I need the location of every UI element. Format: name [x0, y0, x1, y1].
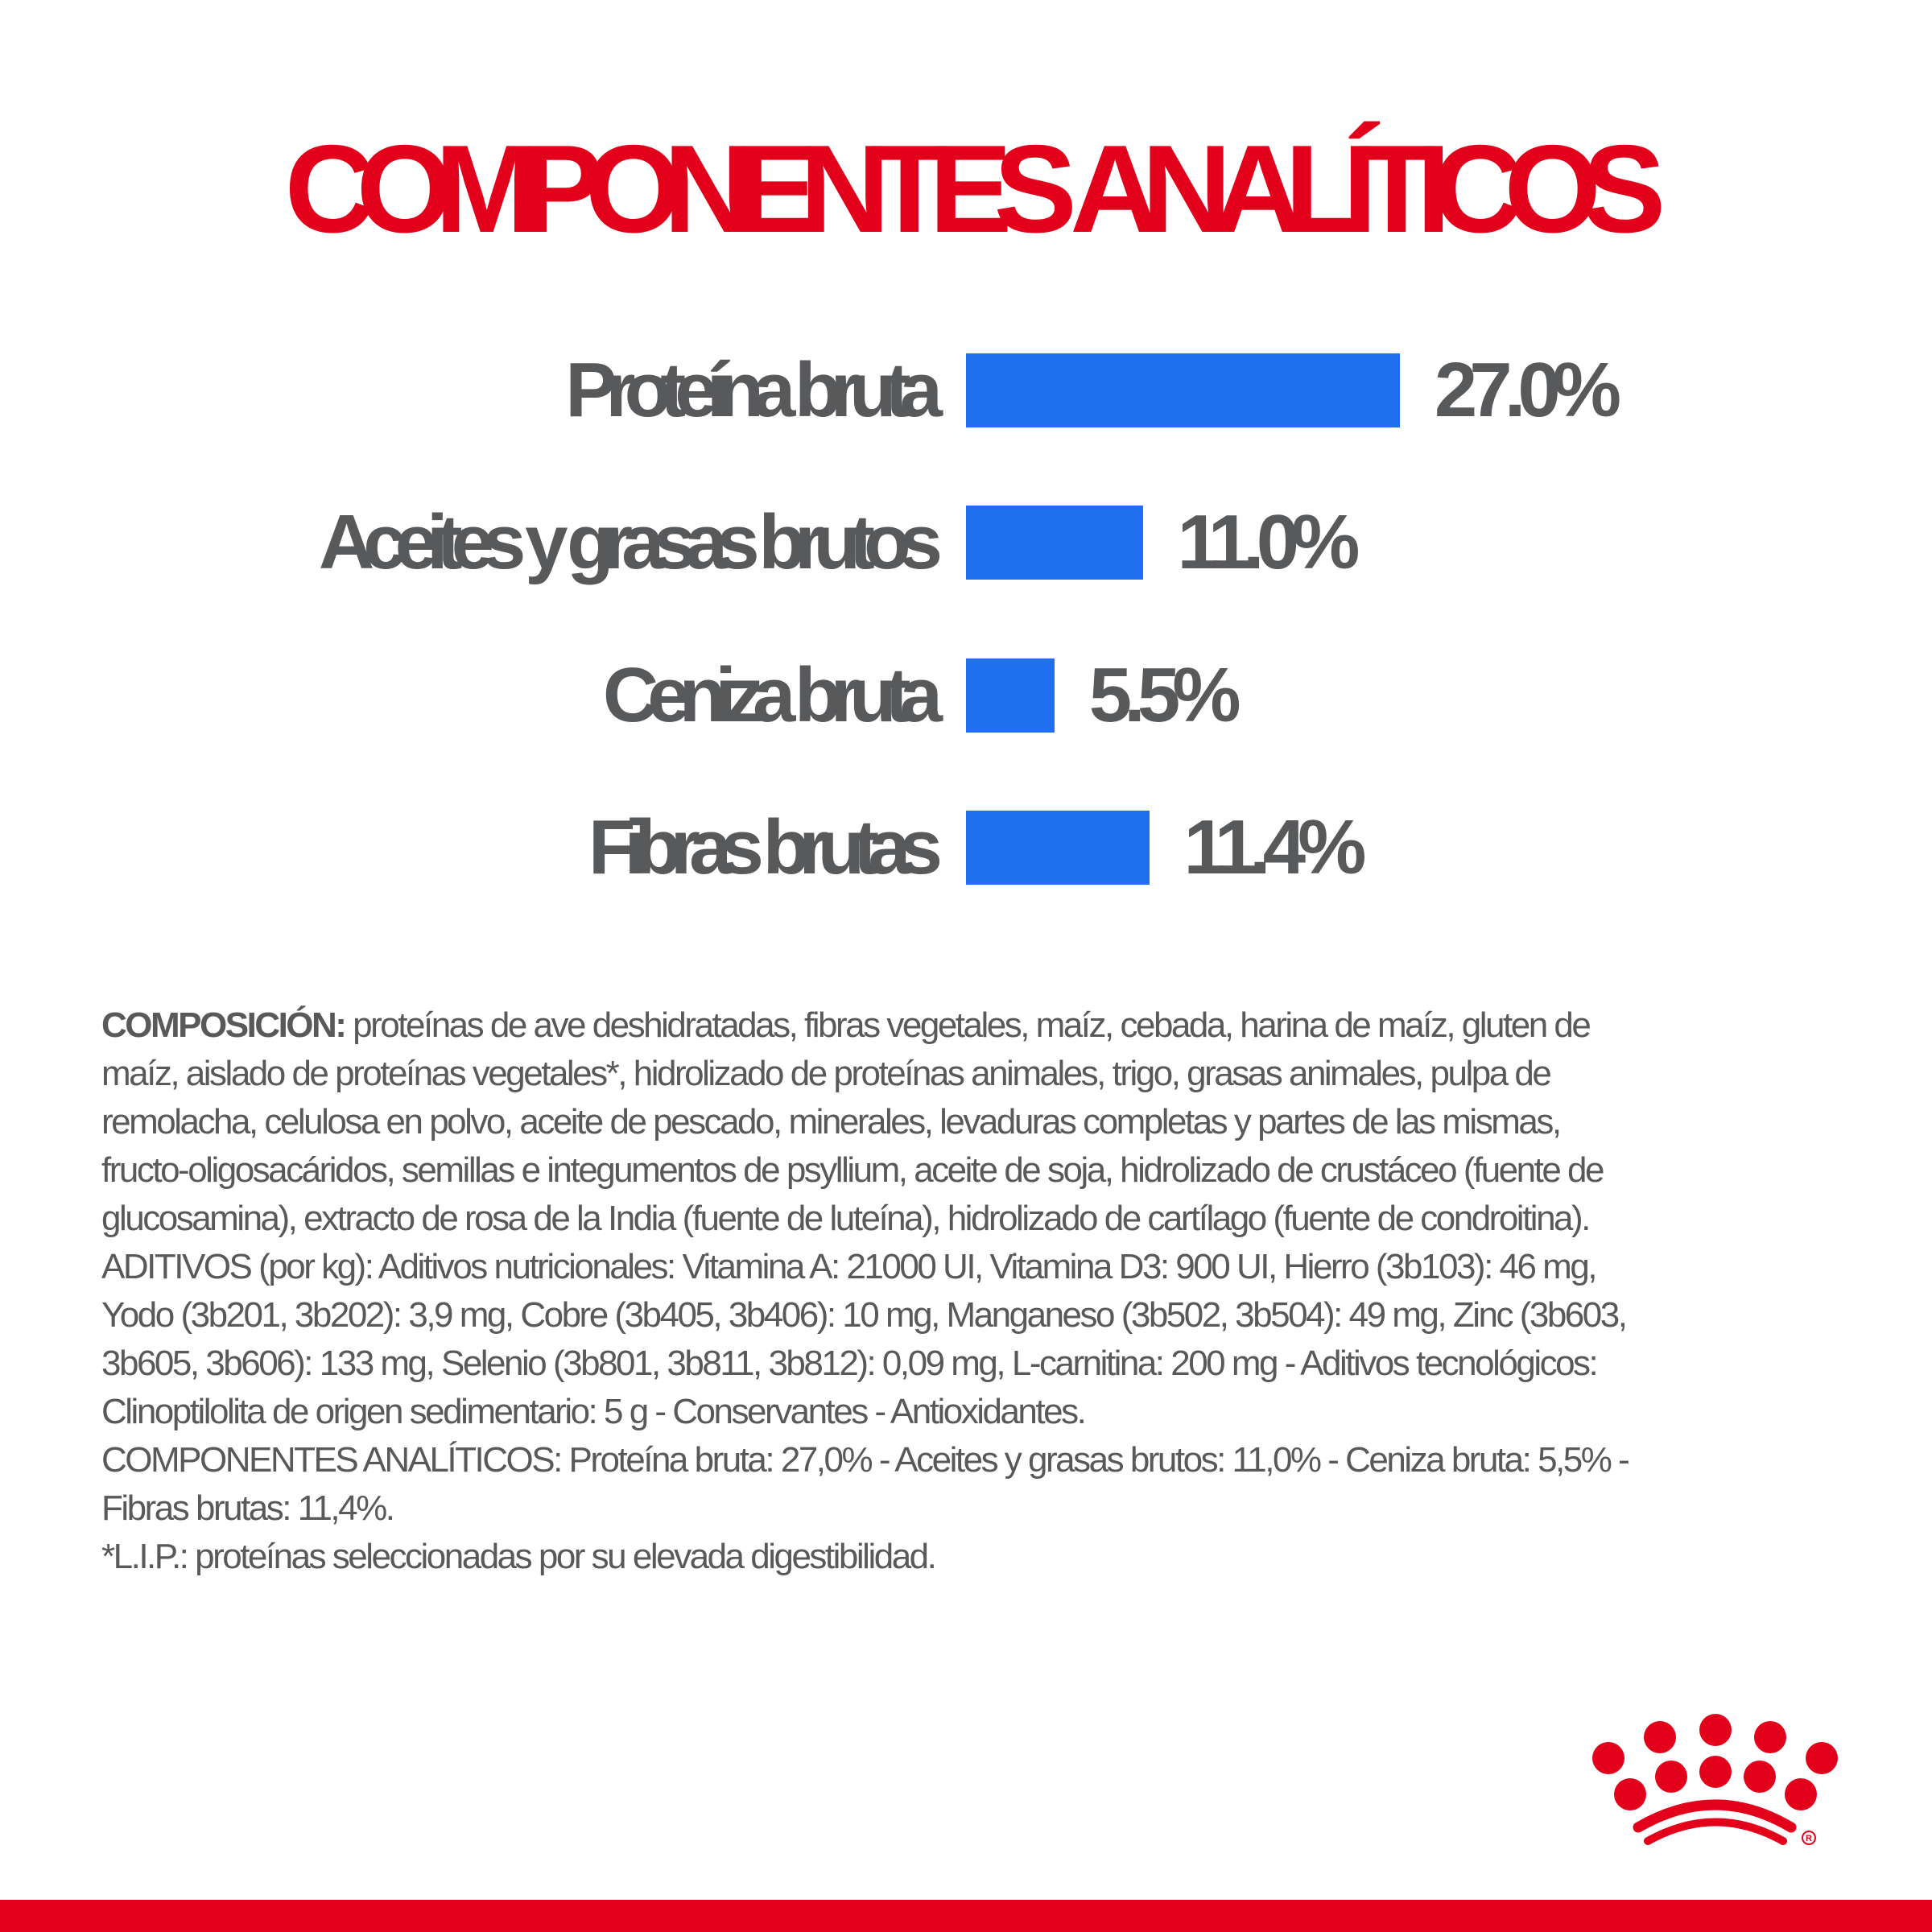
composition-line: 3b605, 3b606): 133 mg, Selenio (3b801, 3…: [101, 1340, 1872, 1388]
page-title-text: COMPONENTES ANALÍTICOS: [284, 119, 1666, 258]
composition-heading: COMPOSICIÓN:: [101, 1005, 347, 1045]
composition-line: COMPOSICIÓN: proteínas de ave deshidrata…: [101, 1001, 1872, 1050]
composition-line-text: Fibras brutas: 11,4%.: [101, 1488, 395, 1528]
composition-line-text: remolacha, celulosa en polvo, aceite de …: [101, 1102, 1562, 1141]
data-label: 5.5%: [1088, 651, 1241, 738]
category-label: Ceniza bruta: [602, 651, 943, 738]
composition-line: Fibras brutas: 11,4%.: [101, 1484, 1872, 1533]
bar: [966, 353, 1400, 427]
composition-line: *L.I.P.: proteínas seleccionadas por su …: [101, 1533, 1872, 1581]
composition-line-text: Yodo (3b201, 3b202): 3,9 mg, Cobre (3b40…: [101, 1295, 1628, 1335]
composition-line: maíz, aislado de proteínas vegetales*, h…: [101, 1050, 1872, 1098]
composition-line-text: Clinoptilolita de origen sedimentario: 5…: [101, 1392, 1087, 1431]
composition-line: fructo-oligosacáridos, semillas e integu…: [101, 1146, 1872, 1195]
data-label: 11.0%: [1177, 499, 1360, 586]
composition-line-text: 3b605, 3b606): 133 mg, Selenio (3b801, 3…: [101, 1344, 1599, 1383]
composition-text: COMPOSICIÓN: proteínas de ave deshidrata…: [101, 1001, 1872, 1581]
composition-line-text: ADITIVOS (por kg): Aditivos nutricionale…: [101, 1247, 1598, 1286]
composition-line-text: proteínas de ave deshidratadas, fibras v…: [345, 1005, 1591, 1045]
category-label: Aceites y grasas brutos: [318, 499, 943, 586]
data-label: 11.4%: [1183, 803, 1367, 890]
category-label: Proteína bruta: [565, 347, 943, 433]
bar: [966, 658, 1055, 733]
page-title: COMPONENTES ANALÍTICOS: [0, 121, 1932, 258]
composition-line: Clinoptilolita de origen sedimentario: 5…: [101, 1388, 1872, 1436]
composition-line: remolacha, celulosa en polvo, aceite de …: [101, 1098, 1872, 1146]
data-label: 27.0%: [1434, 347, 1621, 433]
bar-chart: Proteína bruta 27.0% Aceites y grasas brut…: [318, 347, 1621, 890]
footer-brand-band: [0, 1900, 1932, 1932]
composition-line: Yodo (3b201, 3b202): 3,9 mg, Cobre (3b40…: [101, 1291, 1872, 1340]
composition-line: ADITIVOS (por kg): Aditivos nutricionale…: [101, 1243, 1872, 1291]
composition-line-text: maíz, aislado de proteínas vegetales*, h…: [101, 1054, 1552, 1093]
bar: [966, 810, 1150, 885]
composition-line-text: glucosamina), extracto de rosa de la Ind…: [101, 1199, 1591, 1238]
composition-line-text: fructo-oligosacáridos, semillas e integu…: [101, 1150, 1605, 1190]
composition-line: glucosamina), extracto de rosa de la Ind…: [101, 1195, 1872, 1243]
composition-line-text: COMPONENTES ANALÍTICOS: Proteína bruta: …: [101, 1440, 1630, 1480]
bar: [966, 506, 1143, 580]
category-label: Fibras brutas: [588, 803, 943, 890]
composition-line-text: *L.I.P.: proteínas seleccionadas por su …: [101, 1537, 937, 1576]
composition-line: COMPONENTES ANALÍTICOS: Proteína bruta: …: [101, 1436, 1872, 1484]
svg-text:R: R: [1806, 1834, 1812, 1843]
